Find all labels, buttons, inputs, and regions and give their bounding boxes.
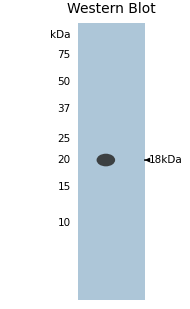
Text: kDa: kDa (50, 30, 70, 40)
Ellipse shape (97, 154, 115, 166)
Text: 15: 15 (57, 182, 70, 192)
Text: 20: 20 (57, 155, 70, 165)
Text: 50: 50 (57, 77, 70, 87)
Text: 18kDa: 18kDa (149, 155, 182, 165)
Text: 37: 37 (57, 104, 70, 114)
Text: Western Blot: Western Blot (67, 2, 156, 15)
Text: 25: 25 (57, 134, 70, 144)
FancyBboxPatch shape (78, 23, 145, 300)
Text: 75: 75 (57, 50, 70, 60)
Text: 10: 10 (57, 218, 70, 228)
